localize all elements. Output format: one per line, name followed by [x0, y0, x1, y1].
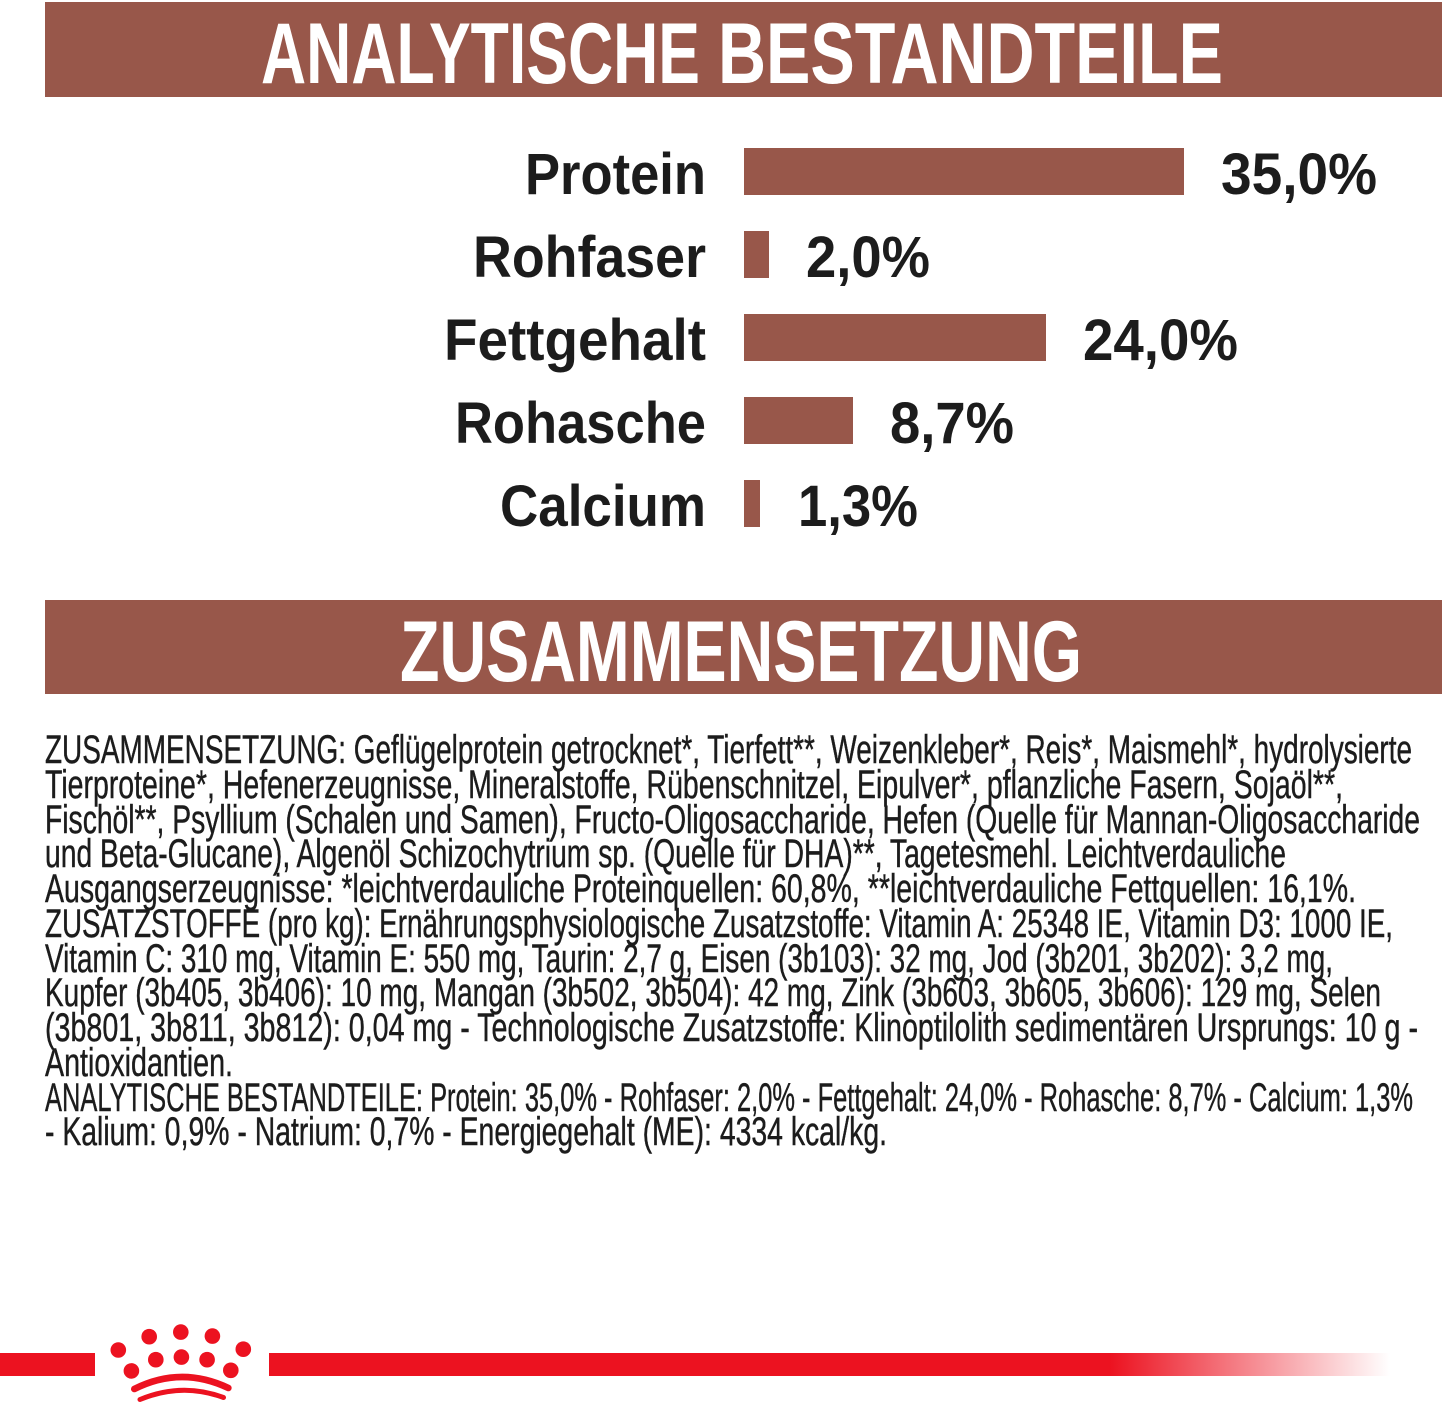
- svg-text:(3b801, 3b811, 3b812): 0,04 mg: (3b801, 3b811, 3b812): 0,04 mg - Technol…: [45, 1006, 1418, 1050]
- svg-text:Calcium: Calcium: [500, 474, 706, 539]
- svg-text:Tierproteine*, Hefenerzeugniss: Tierproteine*, Hefenerzeugnisse, Mineral…: [45, 763, 1343, 807]
- svg-text:8,7%: 8,7%: [890, 391, 1014, 456]
- svg-text:ANALYTISCHE BESTANDTEILE: Prot: ANALYTISCHE BESTANDTEILE: Protein: 35,0%…: [45, 1076, 1413, 1120]
- svg-text:Rohfaser: Rohfaser: [473, 225, 706, 290]
- svg-text:2,0%: 2,0%: [806, 225, 930, 290]
- svg-text:Kupfer (3b405, 3b406): 10 mg,: Kupfer (3b405, 3b406): 10 mg, Mangan (3b…: [45, 971, 1381, 1015]
- svg-text:ANALYTISCHE: ANALYTISCHE: [261, 6, 700, 102]
- svg-text:BESTANDTEILE: BESTANDTEILE: [718, 6, 1223, 102]
- svg-text:und Beta-Glucane), Algenöl Sch: und Beta-Glucane), Algenöl Schizochytriu…: [45, 832, 1286, 876]
- svg-text:Fischöl**, Psyllium (Schalen u: Fischöl**, Psyllium (Schalen und Samen),…: [45, 798, 1420, 842]
- svg-text:ZUSATZSTOFFE (pro kg): Ernähru: ZUSATZSTOFFE (pro kg): Ernährungsphysiol…: [45, 902, 1393, 946]
- svg-text:35,0%: 35,0%: [1221, 142, 1377, 207]
- svg-text:Rohasche: Rohasche: [455, 391, 706, 456]
- svg-text:24,0%: 24,0%: [1083, 308, 1238, 373]
- svg-text:Protein: Protein: [525, 142, 706, 207]
- svg-text:Vitamin C: 310 mg, Vitamin E:: Vitamin C: 310 mg, Vitamin E: 550 mg, Ta…: [45, 937, 1333, 981]
- svg-text:Fettgehalt: Fettgehalt: [444, 308, 706, 373]
- svg-text:Ausgangserzeugnisse: *leichtve: Ausgangserzeugnisse: *leichtverdauliche …: [45, 867, 1356, 911]
- svg-text:ZUSAMMENSETZUNG: ZUSAMMENSETZUNG: [400, 604, 1082, 700]
- svg-text:ZUSAMMENSETZUNG: Geflügelprote: ZUSAMMENSETZUNG: Geflügelprotein getrock…: [45, 728, 1412, 772]
- svg-text:- Kalium: 0,9% - Natrium: 0,7%: - Kalium: 0,9% - Natrium: 0,7% - Energie…: [45, 1110, 887, 1154]
- svg-text:1,3%: 1,3%: [798, 474, 918, 539]
- svg-text:Antioxidantien.: Antioxidantien.: [45, 1041, 233, 1085]
